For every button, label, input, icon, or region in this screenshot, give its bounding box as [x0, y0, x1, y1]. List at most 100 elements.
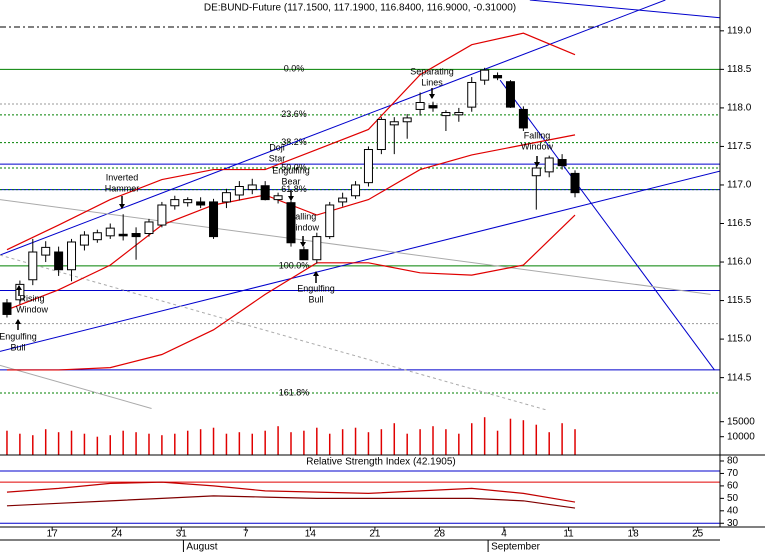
candle-body [2, 302, 12, 315]
annotation-text: Falling [524, 130, 551, 140]
candle-body [441, 112, 451, 117]
candle-body [299, 249, 309, 261]
y-tick-label: 116.0 [727, 257, 752, 268]
candle-body [363, 149, 373, 184]
candle-body [531, 167, 541, 177]
annotation-text: Engulfing [297, 283, 335, 293]
x-tick-label: 28 [434, 529, 446, 540]
y-tick-label: 116.5 [727, 218, 752, 229]
y-tick-label: 117.0 [727, 180, 752, 191]
y-tick-label: 115.5 [727, 295, 752, 306]
annotation-arrowhead [429, 94, 435, 99]
candle-body [570, 172, 580, 194]
rsi-line [6, 495, 576, 509]
y-tick-label: 10000 [727, 431, 755, 442]
candle-body [92, 232, 102, 241]
candle-body [209, 201, 219, 238]
annotation-text: Engulfing [0, 331, 37, 341]
candle-body [247, 184, 257, 191]
annotation-arrowhead [119, 204, 125, 209]
fib-label: 23.6% [281, 109, 307, 119]
month-label: September [491, 542, 541, 552]
annotation-text: Separating [410, 66, 454, 76]
annotation-text: Rising [19, 293, 44, 303]
candle-body [170, 199, 180, 207]
annotation-text: Lines [421, 77, 443, 87]
x-tick-label: 14 [305, 529, 317, 540]
candle-body [493, 75, 503, 79]
candle-body [312, 236, 322, 261]
candle-body [389, 121, 399, 126]
annotation-text: Window [521, 141, 554, 151]
y-tick-label: 15000 [727, 416, 755, 427]
x-tick-label: 17 [47, 529, 59, 540]
month-label: August [186, 542, 217, 552]
candle-body [260, 185, 270, 201]
x-tick-label: 4 [501, 529, 507, 540]
trend-line [529, 0, 720, 19]
rsi-title: Relative Strength Index (42.1905) [306, 457, 456, 468]
x-tick-label: 18 [628, 529, 640, 540]
y-tick-label: 119.0 [727, 25, 752, 36]
annotation-arrowhead [288, 196, 294, 201]
annotation-text: Bull [10, 342, 25, 352]
y-tick-label: 80 [727, 456, 739, 467]
annotation-text: Inverted [106, 172, 139, 182]
candle-body [467, 81, 477, 108]
trend-line [0, 199, 711, 295]
rsi-line [6, 481, 576, 503]
annotation-arrowhead [15, 319, 21, 324]
annotation-text: Bull [308, 294, 323, 304]
candle-body [105, 227, 115, 237]
trend-line [0, 170, 720, 352]
candle-body [415, 102, 425, 110]
annotation-text: Star [269, 153, 286, 163]
x-tick-label: 11 [563, 529, 574, 540]
trend-line [499, 79, 715, 371]
annotation-text: Bear [281, 176, 300, 186]
y-tick-label: 114.5 [727, 372, 752, 383]
candle-body [28, 251, 38, 281]
candle-body [351, 184, 361, 197]
chart-title: DE:BUND-Future (117.1500, 117.1900, 116.… [204, 3, 516, 14]
y-tick-label: 40 [727, 505, 739, 516]
candle-body [234, 186, 244, 196]
price-panel: 0.0%23.6%38.2%50.0%61.8%100.0%161.8% [0, 0, 720, 410]
candle-body [67, 241, 77, 271]
y-tick-label: 60 [727, 481, 739, 492]
candle-body [518, 108, 528, 129]
fib-label: 161.8% [279, 387, 310, 397]
candle-body [454, 112, 464, 116]
y-tick-label: 50 [727, 493, 739, 504]
y-tick-label: 118.0 [727, 103, 752, 114]
trend-line [0, 364, 152, 409]
candle-body [505, 81, 515, 108]
annotation-text: Doji [269, 142, 285, 152]
fib-label: 100.0% [279, 260, 310, 270]
y-tick-label: 118.5 [727, 64, 752, 75]
fib-label: 0.0% [284, 64, 305, 74]
candle-body [183, 199, 193, 204]
candle-body [273, 195, 283, 201]
annotation-text: Window [16, 304, 49, 314]
band-line [6, 214, 576, 371]
candle-body [41, 246, 51, 256]
candle-body [196, 201, 206, 206]
candle-body [79, 234, 89, 246]
rsi-panel [0, 470, 720, 524]
candle-body [325, 204, 335, 238]
trend-line [0, 254, 547, 410]
candle-body [15, 283, 25, 301]
annotation-arrowhead [534, 162, 540, 167]
x-tick-label: 24 [111, 529, 123, 540]
annotation-text: Falling [290, 211, 317, 221]
candle-body [131, 233, 141, 238]
x-tick-label: 25 [692, 529, 704, 540]
fib-label: 61.8% [281, 184, 307, 194]
candle-body [480, 69, 490, 81]
candle-body [144, 221, 154, 235]
annotation-arrowhead [300, 242, 306, 247]
